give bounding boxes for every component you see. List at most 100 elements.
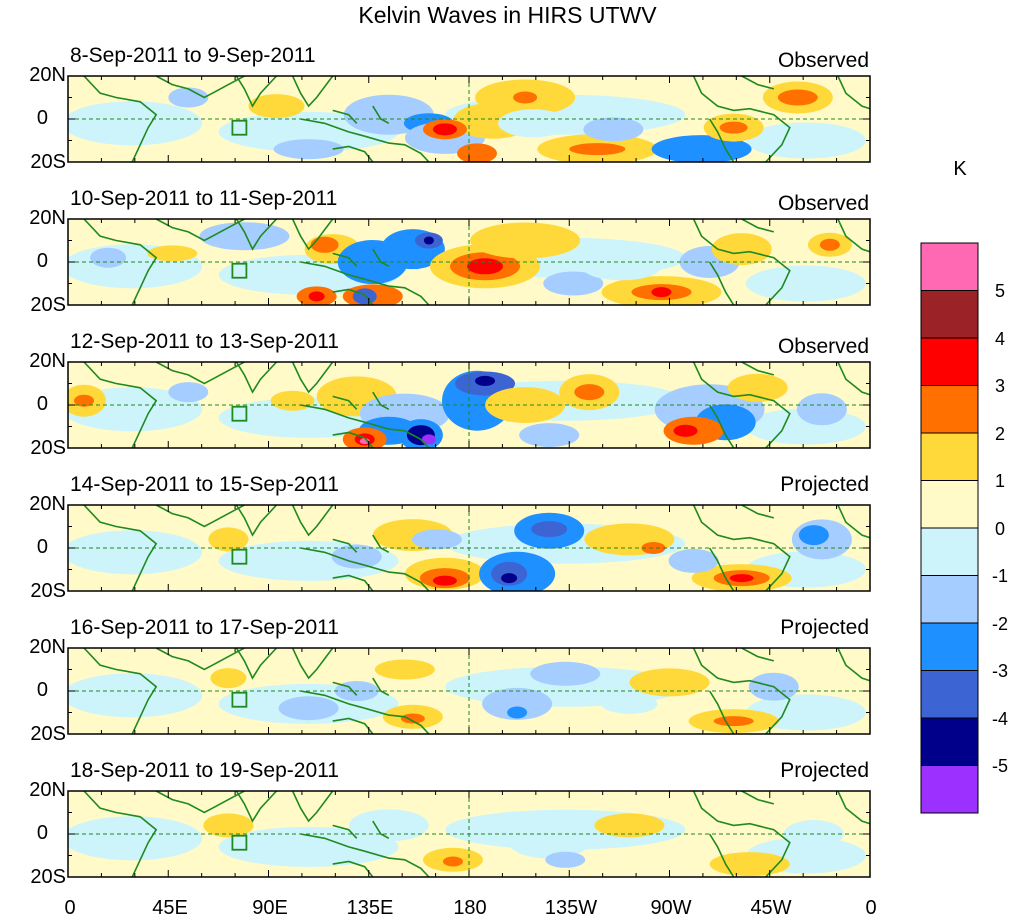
coastline — [300, 690, 365, 709]
anomaly-region — [273, 139, 344, 160]
coastline — [235, 505, 278, 537]
island-box — [231, 119, 248, 136]
colorbar-swatch — [920, 242, 979, 291]
lon-label-135e: 135E — [346, 897, 394, 919]
anomaly-region — [507, 706, 528, 719]
coastline — [300, 261, 365, 280]
anomaly-region — [432, 575, 457, 586]
anomaly-region — [531, 521, 568, 538]
coastline — [291, 505, 334, 537]
anomaly-region — [421, 434, 436, 445]
anomaly-region — [411, 529, 462, 550]
coastline — [235, 362, 278, 394]
lon-label-45e: 45E — [152, 897, 188, 919]
anomaly-region — [442, 856, 463, 867]
coastline — [235, 648, 278, 680]
lat-label-0: 0 — [36, 250, 48, 272]
coastline — [372, 534, 390, 554]
panel-1-mode: Observed — [777, 49, 869, 72]
lat-label-20n: 20N — [29, 779, 66, 801]
colorbar-swatch — [920, 480, 979, 529]
panel-3-mode: Observed — [777, 335, 869, 358]
colorbar-swatch — [920, 432, 979, 481]
coastline — [692, 219, 791, 305]
anomaly-region — [68, 816, 203, 861]
anomaly-region — [594, 813, 665, 838]
anomaly-region — [777, 89, 818, 106]
coastline — [741, 76, 775, 90]
colorbar-swatch — [920, 385, 979, 434]
coastline — [364, 278, 430, 305]
coastline — [837, 791, 870, 825]
panel-2-mode: Observed — [777, 192, 869, 215]
anomaly-region — [432, 123, 457, 136]
anomaly-region — [359, 438, 370, 445]
coastline — [692, 791, 791, 877]
island-box — [231, 548, 248, 565]
lat-label-0: 0 — [36, 393, 48, 415]
coastline — [332, 538, 358, 553]
anomaly-region — [513, 91, 538, 104]
lon-label-180: 180 — [453, 897, 487, 919]
coastline — [837, 362, 870, 396]
map-panel-3 — [67, 361, 871, 449]
colorbar-label-5: 5 — [994, 281, 1005, 301]
island-box — [231, 262, 248, 279]
coastline — [364, 421, 430, 448]
coastline — [708, 404, 735, 448]
map-panel-5 — [67, 647, 871, 735]
lon-label-45w: 45W — [750, 897, 792, 919]
anomaly-region — [470, 222, 581, 259]
coastline — [741, 648, 775, 662]
colorbar-label-neg5: -5 — [991, 756, 1008, 776]
coastline — [741, 791, 775, 805]
anomaly-region — [509, 826, 590, 859]
anomaly-region — [147, 245, 198, 262]
lat-label-20s: 20S — [30, 151, 66, 173]
coastline — [332, 681, 358, 696]
lon-label-0: 0 — [64, 897, 76, 919]
colorbar-label-1: 1 — [994, 471, 1005, 491]
island-box — [231, 405, 248, 422]
panel-1-date: 8-Sep-2011 to 9-Sep-2011 — [70, 44, 316, 67]
coastline — [741, 362, 775, 376]
lat-label-20s: 20S — [30, 866, 66, 888]
coastline — [83, 76, 158, 162]
coastline — [83, 648, 158, 734]
coastline — [332, 824, 358, 839]
colorbar-label-neg4: -4 — [991, 709, 1008, 729]
colorbar-swatch — [920, 290, 979, 339]
colorbar-swatch — [920, 765, 979, 814]
coastline — [837, 76, 870, 110]
colorbar-label-3: 3 — [994, 376, 1005, 396]
lon-label-90e: 90E — [252, 897, 288, 919]
lat-label-0: 0 — [36, 536, 48, 558]
coastline — [692, 505, 791, 591]
coastline — [708, 833, 735, 877]
coastline — [837, 505, 870, 539]
anomaly-region — [374, 659, 435, 680]
anomaly-region — [729, 574, 754, 583]
coastline — [155, 362, 245, 385]
coastline — [692, 362, 791, 448]
coastline — [155, 505, 245, 528]
anomaly-region — [543, 271, 604, 296]
coastline — [741, 219, 775, 233]
lat-label-20s: 20S — [30, 723, 66, 745]
colorbar-unit: K — [953, 158, 967, 180]
anomaly-region — [168, 87, 209, 108]
coastline — [708, 261, 735, 305]
map-panel-4 — [67, 504, 871, 592]
colorbar-swatch — [920, 575, 979, 624]
panel-4-mode: Projected — [780, 473, 869, 496]
lat-label-20n: 20N — [29, 636, 66, 658]
anomaly-region — [278, 696, 339, 721]
colorbar-label-0: 0 — [994, 519, 1005, 539]
anomaly-region — [310, 236, 339, 253]
anomaly-region — [569, 143, 626, 156]
panel-6-date: 18-Sep-2011 to 19-Sep-2011 — [70, 759, 339, 782]
anomaly-region — [475, 375, 496, 386]
anomaly-region — [819, 238, 840, 251]
anomaly-region — [331, 544, 382, 569]
